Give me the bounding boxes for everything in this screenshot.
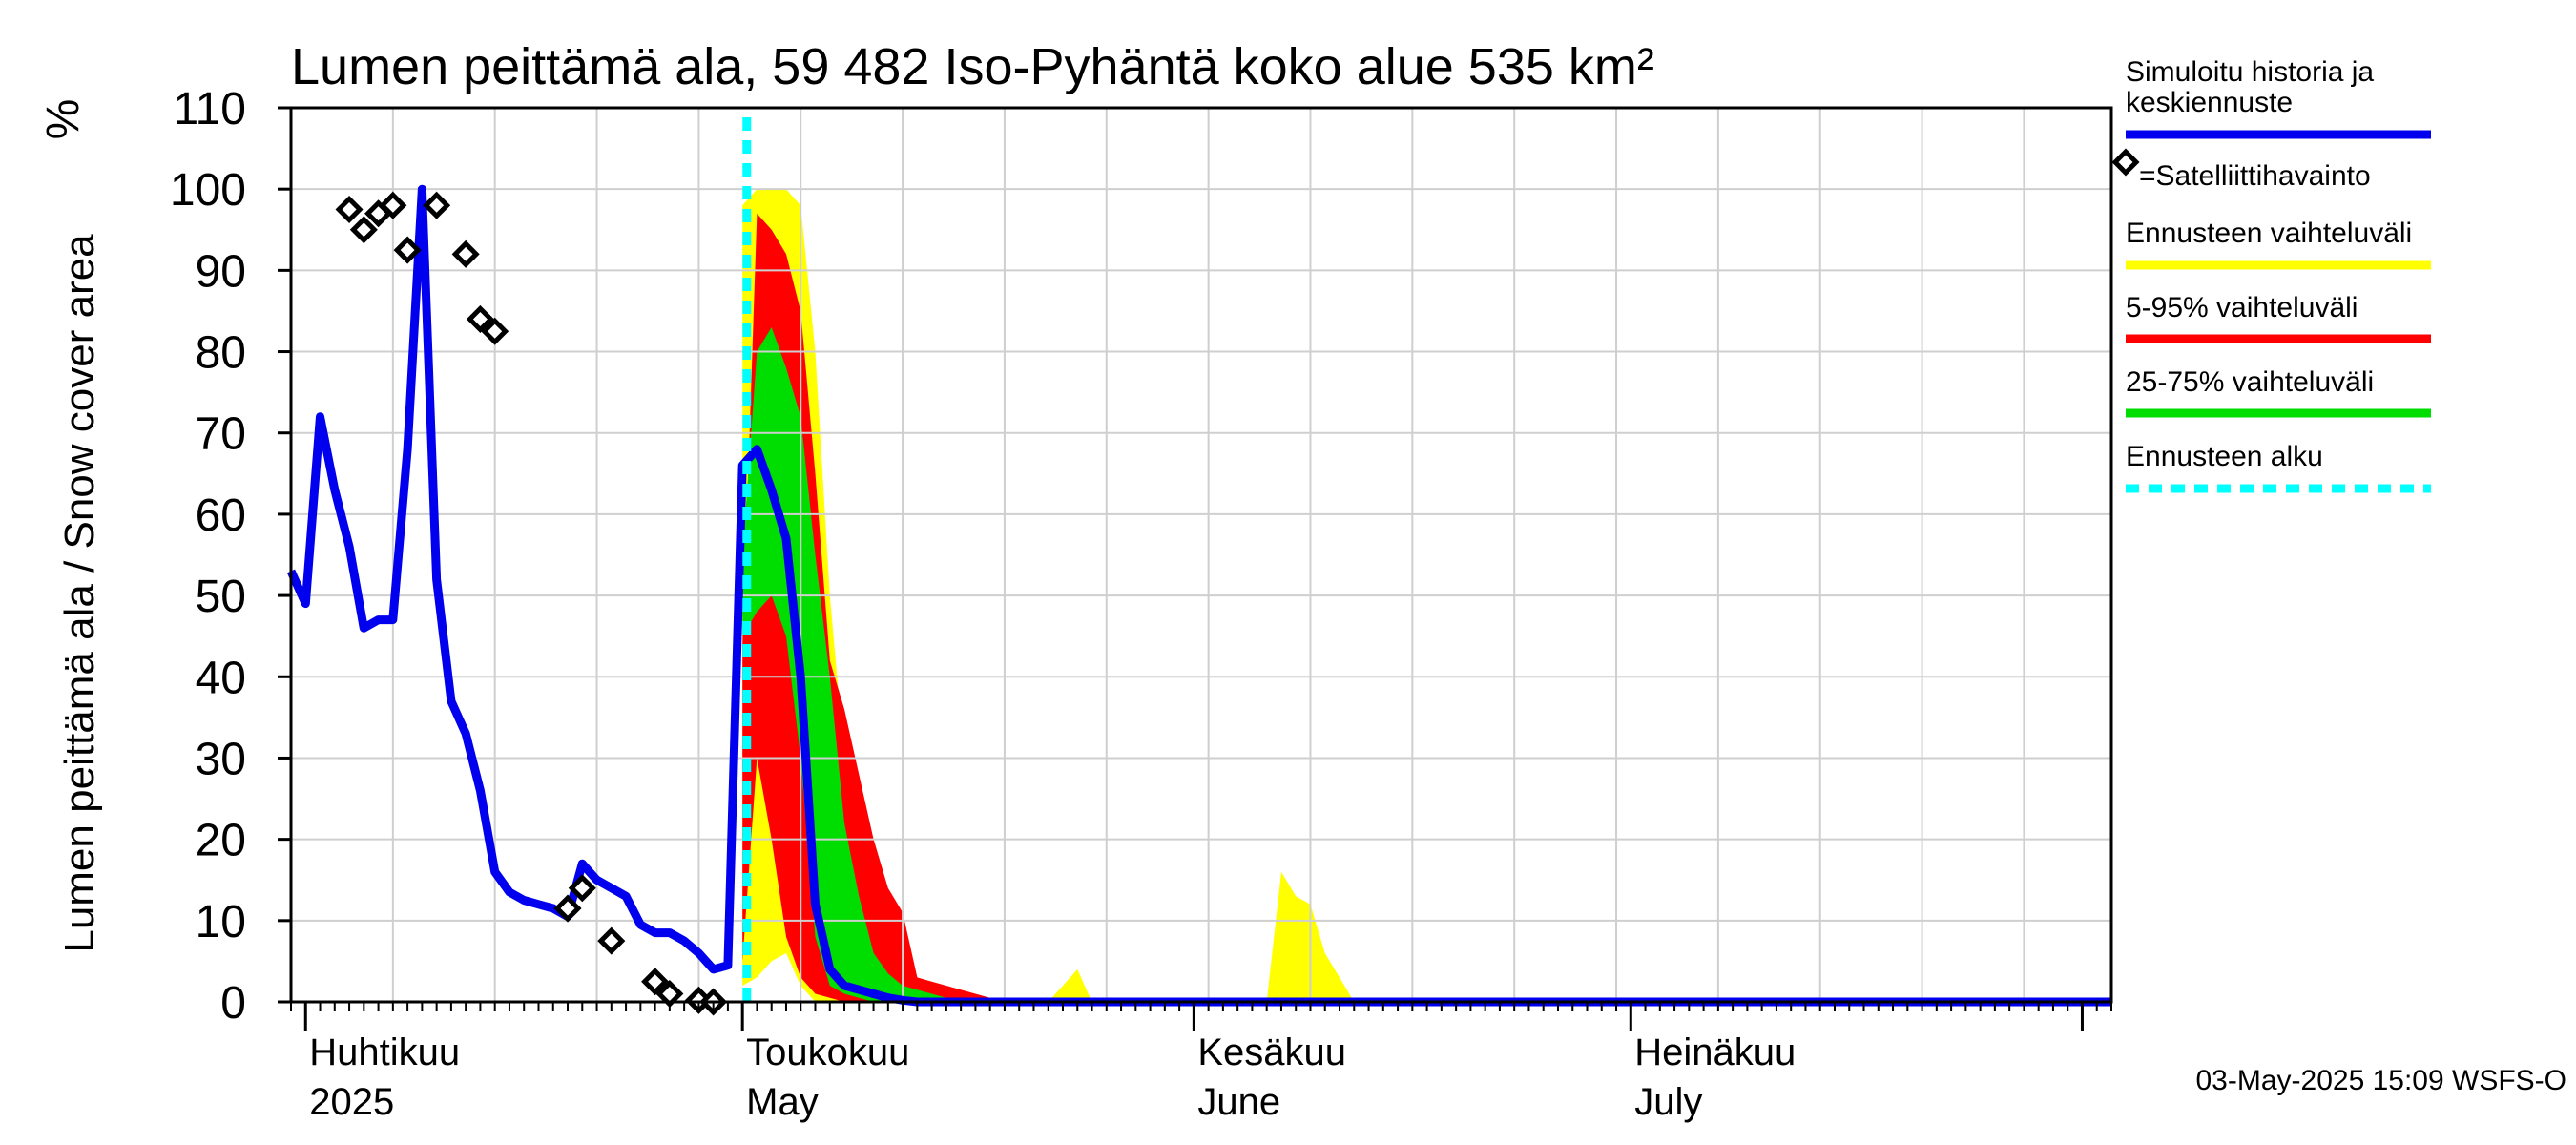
legend-label: 25-75% vaihteluväli: [2126, 366, 2374, 398]
satellite-point: [553, 894, 582, 923]
satellite-point: [481, 317, 509, 345]
satellite-point: [597, 926, 626, 955]
y-axis-label: Lumen peittämä ala / Snow cover area: [56, 234, 103, 953]
series-layer: [286, 117, 2111, 1016]
satellite-point: [451, 239, 480, 268]
series-line-0: [286, 184, 2111, 1007]
x-month-label: Kesäkuu: [1197, 1031, 1346, 1073]
legend-label: 5-95% vaihteluväli: [2126, 292, 2358, 323]
satellite-point: [568, 874, 596, 903]
band-2: [742, 327, 2112, 1002]
x-month-sublabel: May: [746, 1081, 819, 1123]
satellite-point: [393, 236, 422, 264]
x-month-sublabel: 2025: [309, 1081, 394, 1123]
x-month-label: Heinäkuu: [1634, 1031, 1796, 1073]
y-tick-label: 40: [196, 653, 246, 703]
legend-label: Ennusteen vaihteluväli: [2126, 218, 2412, 249]
legend-label: Simuloitu historia ja: [2126, 56, 2374, 88]
forecast-bands: [742, 189, 2112, 1002]
y-tick-label: 110: [173, 84, 246, 135]
y-axis-unit: %: [38, 99, 89, 140]
x-month-label: Toukokuu: [746, 1031, 909, 1073]
legend-label: Ennusteen alku: [2126, 441, 2323, 472]
y-tick-label: 90: [196, 246, 246, 297]
y-tick-label: 20: [196, 816, 246, 866]
legend-label: keskiennuste: [2126, 87, 2293, 118]
y-tick-label: 50: [196, 572, 246, 622]
y-tick-label: 100: [170, 165, 246, 216]
y-tick-label: 80: [196, 328, 246, 379]
y-tick-label: 0: [220, 978, 246, 1029]
x-month-sublabel: June: [1197, 1081, 1280, 1123]
satellite-point: [379, 191, 407, 219]
axes: 0 10 20 30 40 50 60 70 80 90 100 110 Huhtikuu 2025 Tou…: [170, 84, 2113, 1123]
legend-diamond: [2111, 148, 2140, 177]
y-tick-label: 10: [196, 897, 246, 947]
satellite-point: [641, 968, 670, 996]
chart-title: Lumen peittämä ala, 59 482 Iso-Pyhäntä k…: [291, 38, 1654, 95]
x-month-sublabel: July: [1634, 1081, 1702, 1123]
grid-lines: [290, 107, 2111, 1003]
band-1: [742, 213, 2112, 1002]
footer-timestamp: 03-May-2025 15:09 WSFS-O: [2196, 1065, 2567, 1096]
satellite-point: [466, 304, 494, 334]
y-tick-label: 30: [196, 734, 246, 784]
satellite-point: [335, 195, 364, 224]
x-month-label: Huhtikuu: [309, 1031, 460, 1073]
plot-frame: [289, 106, 2113, 1004]
satellite-point: [423, 191, 451, 219]
y-tick-label: 70: [196, 409, 246, 460]
y-tick-label: 60: [196, 490, 246, 541]
satellite-point: [349, 216, 378, 244]
legend-label: =Satelliittihavainto: [2139, 160, 2371, 192]
